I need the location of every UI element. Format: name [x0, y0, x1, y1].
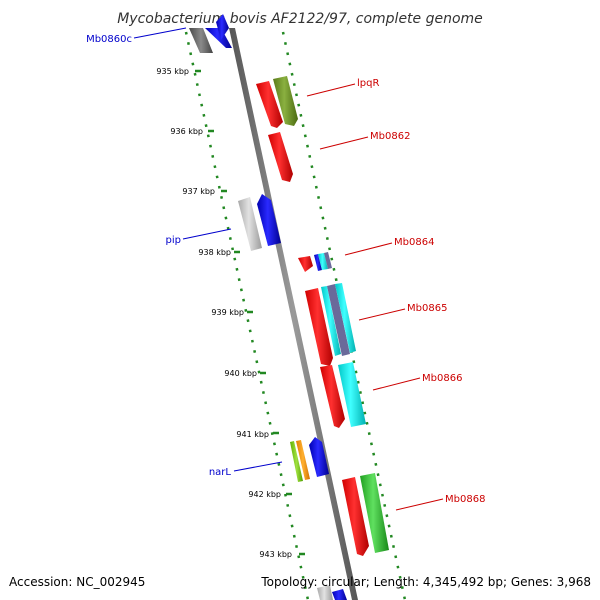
- gene-arrow[interactable]: [321, 286, 341, 356]
- gene-label-mb0862[interactable]: Mb0862: [370, 131, 410, 142]
- gene-label-lpqr[interactable]: lpqR: [357, 78, 379, 89]
- right-guide-line: [281, 31, 407, 600]
- forward-strand-genes: [256, 76, 389, 556]
- gene-arrow[interactable]: [205, 28, 232, 48]
- gene-labels: Mb0860c pip narL lpqR Mb0862 Mb0864 Mb08…: [86, 34, 485, 505]
- gene-arrow[interactable]: [305, 288, 333, 366]
- gene-arrow[interactable]: [360, 473, 389, 553]
- gene-arrow[interactable]: [327, 284, 350, 356]
- tick-label: 940 kbp: [224, 369, 257, 378]
- gene-arrow[interactable]: [309, 437, 329, 477]
- genome-summary-text: Topology: circular; Length: 4,345,492 bp…: [260, 575, 591, 589]
- leader-line: [306, 83, 356, 97]
- gene-arrow[interactable]: [273, 76, 298, 126]
- gene-label-mb0860c[interactable]: Mb0860c: [86, 34, 132, 45]
- gene-label-narl[interactable]: narL: [209, 467, 232, 478]
- gene-arrow[interactable]: [320, 365, 345, 428]
- leader-line: [182, 228, 232, 240]
- leader-line: [395, 498, 444, 511]
- leader-line: [133, 27, 187, 39]
- leader-line: [233, 461, 283, 472]
- gene-arrow[interactable]: [314, 254, 322, 271]
- gene-arrow[interactable]: [296, 440, 310, 480]
- gene-arrow[interactable]: [257, 194, 281, 246]
- gene-label-mb0866[interactable]: Mb0866: [422, 373, 462, 384]
- leader-line: [372, 377, 421, 391]
- tick-label: 937 kbp: [182, 187, 215, 196]
- tick-label: 941 kbp: [236, 430, 269, 439]
- gene-arrow[interactable]: [268, 132, 293, 182]
- gene-arrow[interactable]: [290, 441, 303, 482]
- gene-arrow[interactable]: [338, 362, 366, 427]
- gene-arrow[interactable]: [342, 477, 369, 556]
- label-leader-lines: [133, 27, 444, 511]
- gene-arrow[interactable]: [216, 14, 229, 40]
- gene-arrow[interactable]: [332, 589, 347, 600]
- left-guide-line: [184, 31, 310, 600]
- tick-labels: 935 kbp 936 kbp 937 kbp 938 kbp 939 kbp …: [156, 67, 292, 559]
- gene-arrow[interactable]: [298, 256, 313, 272]
- leader-line: [358, 308, 406, 321]
- gene-arrow[interactable]: [256, 81, 283, 128]
- genome-backbone: [229, 28, 358, 600]
- gene-label-mb0865[interactable]: Mb0865: [407, 303, 447, 314]
- gene-label-mb0864[interactable]: Mb0864: [394, 237, 434, 248]
- tick-label: 935 kbp: [156, 67, 189, 76]
- gene-arrow[interactable]: [317, 585, 333, 600]
- tick-label: 938 kbp: [198, 248, 231, 257]
- gene-label-mb0868[interactable]: Mb0868: [445, 494, 485, 505]
- gene-arrow[interactable]: [238, 197, 262, 251]
- tick-label: 943 kbp: [259, 550, 292, 559]
- tick-label: 936 kbp: [170, 127, 203, 136]
- tick-label: 942 kbp: [248, 490, 281, 499]
- reverse-strand-genes: [189, 14, 347, 600]
- gene-arrow[interactable]: [335, 283, 356, 353]
- gene-arrow[interactable]: [318, 253, 328, 270]
- tick-label: 939 kbp: [211, 308, 244, 317]
- gene-label-pip[interactable]: pip: [166, 235, 181, 246]
- map-title: Mycobacterium bovis AF2122/97, complete …: [117, 11, 483, 27]
- leader-line: [319, 136, 369, 150]
- leader-line: [344, 242, 393, 256]
- gene-arrow[interactable]: [189, 28, 213, 53]
- tick-marks: [195, 69, 305, 556]
- accession-text: Accession: NC_002945: [9, 575, 145, 589]
- gene-arrow[interactable]: [324, 252, 332, 269]
